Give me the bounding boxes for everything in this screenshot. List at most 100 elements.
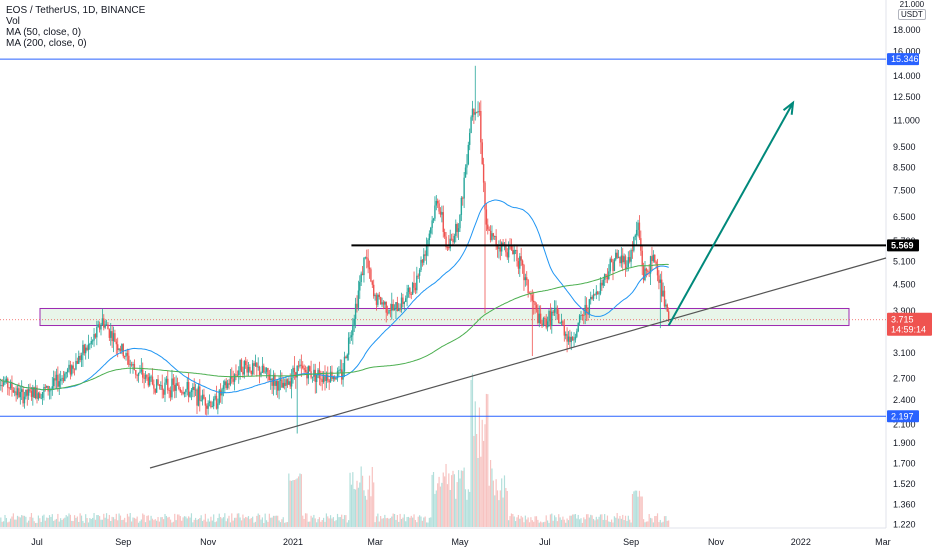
volume-bar [547, 520, 549, 527]
candle-body [65, 372, 67, 374]
candle-body [290, 377, 293, 387]
candle-body [635, 229, 638, 236]
candle-body [75, 360, 77, 370]
resistance-price-label-bg [887, 53, 919, 66]
volume-bar [499, 490, 501, 527]
candle-body [25, 389, 27, 397]
candle-body [500, 242, 503, 252]
volume-bar [624, 515, 627, 527]
candle-body [475, 112, 478, 114]
volume-bar [585, 514, 588, 527]
candle-body [492, 233, 495, 237]
candle-body [428, 233, 431, 241]
time-axis-label: Sep [623, 537, 639, 547]
volume-bar [611, 519, 613, 527]
candle-body [398, 308, 400, 312]
volume-bar [661, 522, 663, 527]
candle-body [584, 304, 586, 316]
candle-body [367, 258, 369, 268]
volume-bar [668, 520, 670, 527]
candle-body [147, 377, 150, 386]
candle-body [576, 331, 578, 337]
symbol-title: EOS / TetherUS, 1D, BINANCE [6, 5, 146, 16]
candle-body [258, 366, 261, 376]
volume-bar [3, 521, 5, 527]
candle-body [336, 371, 339, 379]
candle-body [361, 273, 364, 276]
volume-bar [254, 521, 257, 527]
candle-body [101, 318, 104, 325]
volume-bar [36, 522, 38, 527]
candle-body [54, 378, 56, 381]
candle-body [638, 222, 641, 239]
candle-body [626, 267, 628, 269]
volume-bar [371, 466, 373, 527]
candle-body [112, 333, 115, 342]
volume-bar [188, 516, 190, 527]
volume-bar [602, 519, 604, 527]
volume-bar [172, 521, 174, 527]
candle-body [193, 386, 195, 391]
candle-body [660, 279, 663, 297]
candle-body [321, 379, 323, 382]
candle-body [612, 261, 614, 271]
ma50-line [0, 199, 669, 394]
volume-bar [453, 474, 455, 527]
candle-body [32, 387, 34, 397]
volume-bar [167, 517, 169, 527]
volume-bar [349, 472, 351, 527]
volume-bar [530, 517, 532, 527]
candle-body [474, 112, 476, 115]
candle-body [190, 389, 193, 392]
candle-body [420, 259, 422, 271]
volume-bar [630, 522, 632, 527]
volume-bar [387, 517, 389, 527]
volume-bar [104, 517, 106, 527]
candle-body [363, 257, 365, 276]
candle-body [23, 396, 26, 404]
candle-body [208, 401, 211, 403]
candle-body [317, 369, 319, 376]
volume-bar [107, 518, 109, 527]
volume-bar [348, 520, 350, 527]
candle-body [192, 386, 194, 390]
candle-body [90, 341, 92, 344]
candle-body [641, 250, 643, 267]
candle-body [345, 356, 347, 359]
candle-body [562, 321, 564, 326]
candle-body [382, 302, 385, 305]
volume-bar [606, 515, 609, 527]
current-price-text: 3.715 [891, 315, 914, 325]
volume-bar [164, 513, 166, 527]
candle-body [663, 290, 666, 307]
candle-body [411, 282, 414, 295]
currency-badge[interactable]: USDT [898, 9, 926, 20]
candle-body [588, 299, 591, 315]
candle-body [442, 212, 444, 232]
candle-body [403, 301, 406, 304]
candle-body [667, 311, 670, 320]
candle-body [370, 269, 372, 282]
volume-bar [300, 474, 302, 527]
volume-bar [78, 521, 80, 527]
candle-body [609, 259, 611, 272]
volume-bar [151, 518, 154, 527]
volume-bar [498, 500, 500, 527]
candle-body [283, 382, 286, 386]
candle-body [377, 294, 379, 305]
candle-body [628, 257, 631, 262]
volume-bar [366, 499, 368, 527]
candle-body [78, 356, 80, 364]
candle-body [399, 308, 401, 310]
volume-bar [616, 513, 618, 527]
volume-bar [90, 519, 92, 527]
candle-body [59, 378, 62, 382]
volume-bar [662, 521, 664, 527]
volume-bar [478, 407, 481, 527]
volume-bar [105, 513, 108, 527]
volume-bar [360, 466, 362, 527]
volume-bar [182, 517, 184, 527]
volume-bar [39, 518, 41, 527]
volume-bar [137, 522, 140, 527]
